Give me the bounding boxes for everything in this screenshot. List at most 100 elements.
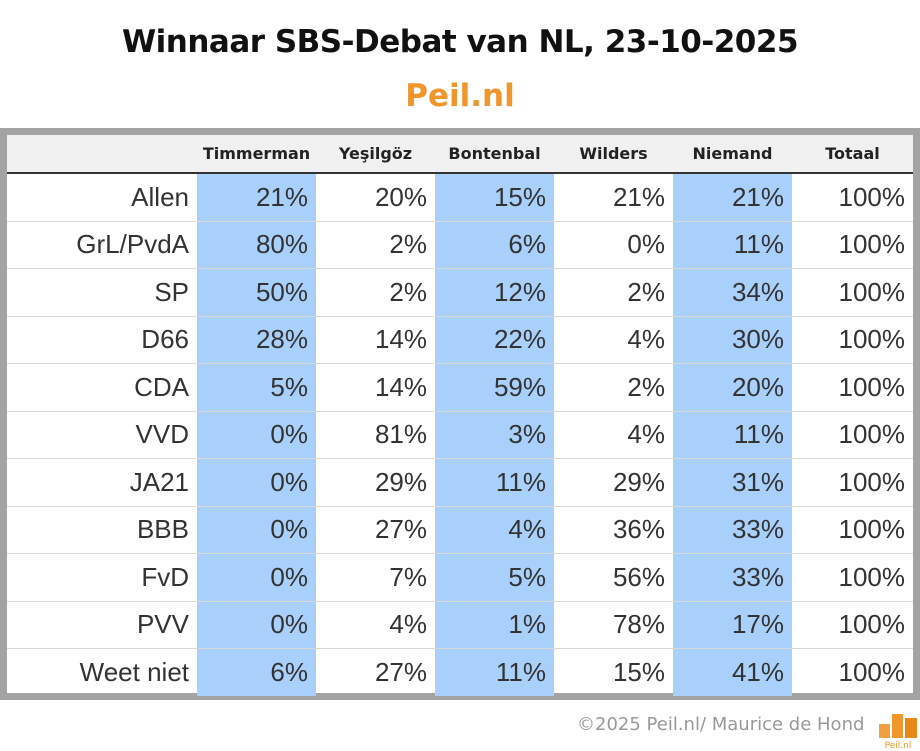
column-header: Timmerman [197, 135, 316, 174]
table-row: PVV 0% 4% 1% 78% 17% 100% [7, 601, 913, 649]
table-row: Allen 21% 20% 15% 21% 21% 100% [7, 173, 913, 222]
row-label: Weet niet [79, 656, 189, 687]
value-cell: 22% [435, 316, 554, 364]
value-cell: 59% [435, 363, 554, 412]
value-cell: 34% [673, 268, 792, 317]
value-cell: 36% [554, 506, 673, 554]
chart-subtitle: Peil.nl [405, 78, 515, 114]
table-row: VVD 0% 81% 3% 4% 11% 100% [7, 411, 913, 459]
value-cell: 7% [316, 553, 435, 602]
value-cell: 29% [316, 458, 435, 507]
value-cell: 15% [612, 656, 665, 687]
value-cell: 4% [316, 601, 435, 649]
value-cell: 50% [197, 268, 316, 317]
value-cell: 20% [673, 363, 792, 412]
value-cell: 100% [792, 458, 913, 507]
header-row: Timmerman Yeşilgöz Bontenbal Wilders Niemand… [7, 135, 913, 174]
value-cell: 2% [554, 363, 673, 412]
value-cell: 29% [554, 458, 673, 507]
value-cell: 2% [316, 221, 435, 269]
value-cell: 14% [316, 363, 435, 412]
value-cell: 2% [316, 268, 435, 317]
value-cell: 14% [316, 316, 435, 364]
value-cell: 11% [673, 411, 792, 459]
table-row: SP 50% 2% 12% 2% 34% 100% [7, 268, 913, 317]
value-cell: 0% [197, 553, 316, 602]
value-cell: 17% [673, 601, 792, 649]
column-header: Niemand [673, 135, 792, 174]
row-label: CDA [7, 363, 197, 412]
value-cell: 30% [673, 316, 792, 364]
value-cell: 100% [792, 316, 913, 364]
value-cell: 31% [673, 458, 792, 507]
value-cell: 21% [673, 173, 792, 222]
value-cell: 100% [792, 506, 913, 554]
svg-text:Peil.nl: Peil.nl [885, 741, 912, 750]
table-row: CDA 5% 14% 59% 2% 20% 100% [7, 363, 913, 412]
value-cell: 21% [554, 173, 673, 222]
row-label: JA21 [7, 458, 197, 507]
peil-logo-icon: Peil.nl [879, 714, 917, 750]
value-cell: 100% [792, 268, 913, 317]
value-cell: 33% [673, 506, 792, 554]
value-cell: 80% [197, 221, 316, 269]
value-cell: 6% [435, 221, 554, 269]
table-row: JA21 0% 29% 11% 29% 31% 100% [7, 458, 913, 507]
table-row: D66 28% 14% 22% 4% 30% 100% [7, 316, 913, 364]
value-cell: 6% [197, 648, 316, 696]
value-cell: 100% [838, 656, 906, 687]
value-cell: 15% [435, 173, 554, 222]
header-cell-empty [7, 135, 197, 174]
value-cell: 100% [792, 173, 913, 222]
column-header: Totaal [792, 135, 913, 174]
value-cell: 0% [197, 601, 316, 649]
row-label: D66 [7, 316, 197, 364]
value-cell: 4% [435, 506, 554, 554]
value-cell: 2% [554, 268, 673, 317]
value-cell: 33% [673, 553, 792, 602]
value-cell: 78% [554, 601, 673, 649]
value-cell: 100% [792, 363, 913, 412]
value-cell: 41% [673, 648, 792, 696]
value-cell: 0% [197, 506, 316, 554]
chart-title: Winnaar SBS-Debat van NL, 23-10-2025 [121, 24, 799, 60]
value-cell: 0% [197, 458, 316, 507]
table-row: GrL/PvdA 80% 2% 6% 0% 11% 100% [7, 221, 913, 269]
value-cell: 100% [792, 411, 913, 459]
table-row: Weet niet 6% 27% 11% 15% 41% 100% [7, 648, 913, 696]
value-cell: 12% [435, 268, 554, 317]
value-cell: 11% [435, 458, 554, 507]
value-cell: 0% [197, 411, 316, 459]
row-label: BBB [7, 506, 197, 554]
row-label: PVV [7, 601, 197, 649]
value-cell: 0% [554, 221, 673, 269]
row-label: Allen [7, 173, 197, 222]
column-header: Bontenbal [435, 135, 554, 174]
value-cell: 56% [554, 553, 673, 602]
table-row: FvD 0% 7% 5% 56% 33% 100% [7, 553, 913, 602]
value-cell: 100% [792, 601, 913, 649]
row-label: FvD [7, 553, 197, 602]
row-label: VVD [7, 411, 197, 459]
value-cell: 5% [435, 553, 554, 602]
value-cell: 100% [792, 553, 913, 602]
value-cell: 20% [316, 173, 435, 222]
value-cell: 21% [197, 173, 316, 222]
table-row: BBB 0% 27% 4% 36% 33% 100% [7, 506, 913, 554]
value-cell: 1% [435, 601, 554, 649]
value-cell: 27% [374, 656, 427, 687]
column-header: Wilders [554, 135, 673, 174]
value-cell: 4% [554, 316, 673, 364]
value-cell: 28% [197, 316, 316, 364]
column-header: Yeşilgöz [316, 135, 435, 174]
value-cell: 11% [673, 221, 792, 269]
value-cell: 4% [554, 411, 673, 459]
row-label: GrL/PvdA [7, 221, 197, 269]
value-cell: 81% [316, 411, 435, 459]
value-cell: 3% [435, 411, 554, 459]
value-cell: 11% [435, 648, 554, 696]
value-cell: 5% [197, 363, 316, 412]
copyright-footer: ©2025 Peil.nl/ Maurice de Hond [577, 714, 865, 735]
value-cell: 100% [792, 221, 913, 269]
results-table: Timmerman Yeşilgöz Bontenbal Wilders Niemand… [7, 135, 913, 696]
